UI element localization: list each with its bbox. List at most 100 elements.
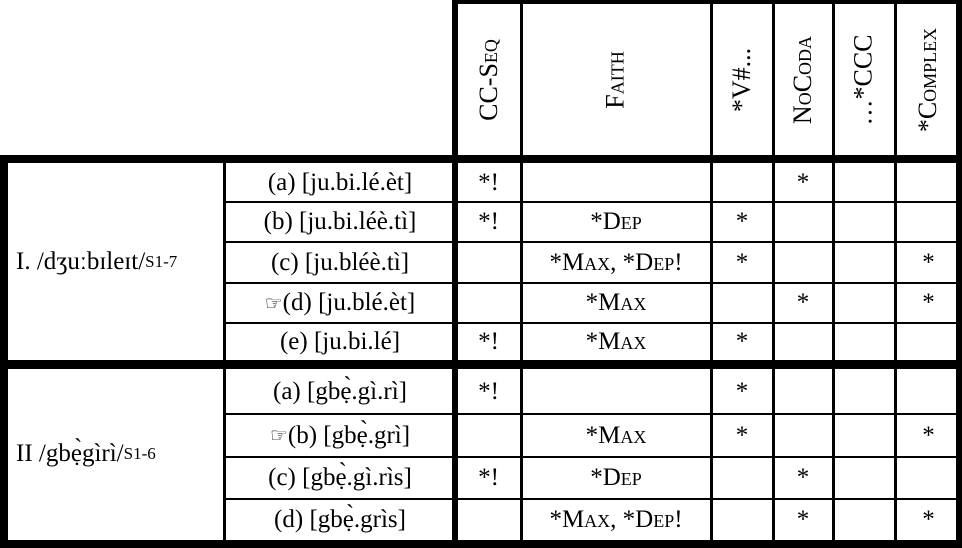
violation-complex: * bbox=[922, 289, 935, 316]
column-divider-1 bbox=[520, 0, 523, 548]
candidate-label: (d) [ju.blé.èt] bbox=[282, 289, 416, 316]
header-label-ccseq: CC-Seq bbox=[473, 39, 503, 121]
border-top bbox=[454, 0, 962, 4]
row-divider-7 bbox=[224, 498, 962, 500]
violation-complex: * bbox=[922, 421, 935, 449]
violation-vhash: * bbox=[735, 248, 749, 276]
candidate-label: (d) [gbẹ̀.grìs] bbox=[274, 505, 406, 533]
violation-ccseq: *! bbox=[478, 377, 499, 405]
candidate-8: (c) [gbẹ̀.gì.rìs] bbox=[224, 457, 456, 499]
pointing-hand-icon: ☞ bbox=[269, 425, 288, 447]
candidate-2: (b) [ju.bi.léè.tì] bbox=[224, 202, 456, 242]
border-bottom bbox=[0, 540, 962, 548]
header-label-ccc: …*CCC bbox=[849, 34, 878, 126]
violation-nocoda bbox=[773, 414, 833, 457]
violation-ccseq bbox=[456, 414, 521, 457]
candidate-label: (a) [ju.bi.lé.èt] bbox=[267, 168, 413, 196]
header-nocoda: NoCoda bbox=[773, 4, 833, 156]
violation-ccseq: *! bbox=[478, 208, 499, 235]
violation-ccc bbox=[833, 369, 895, 414]
header-faith: Faith bbox=[521, 4, 711, 156]
violation-vhash bbox=[711, 499, 773, 540]
header-ccc: …*CCC bbox=[833, 4, 895, 156]
violation-vhash bbox=[711, 457, 773, 499]
row-divider-6 bbox=[224, 456, 962, 458]
header-label-vhash: *V#... bbox=[727, 47, 756, 113]
border-under-header bbox=[0, 155, 962, 163]
violation-faith: * Max bbox=[585, 327, 647, 355]
row-divider-3 bbox=[224, 282, 962, 284]
violation-complex: * bbox=[922, 505, 935, 533]
row-divider-2 bbox=[224, 241, 962, 243]
border-between-inputs bbox=[0, 360, 962, 369]
border-left-inputs bbox=[0, 155, 8, 548]
border-input-candidates bbox=[223, 163, 226, 540]
violation-nocoda bbox=[773, 202, 833, 242]
header-label-faith: Faith bbox=[600, 51, 630, 109]
violation-vhash: * bbox=[735, 208, 749, 235]
violation-nocoda bbox=[773, 242, 833, 283]
candidate-7: ☞ (b) [gbẹ̀.grì] bbox=[224, 414, 456, 457]
input-label-1: I. /dʒuːbɪleɪt/S1-7 bbox=[8, 163, 224, 360]
violation-ccseq bbox=[456, 242, 521, 283]
column-divider-2 bbox=[710, 0, 713, 548]
violation-nocoda bbox=[773, 369, 833, 414]
violation-nocoda: * bbox=[796, 289, 810, 316]
input-form-2: II /gbẹ̀gìrì/ bbox=[16, 440, 124, 467]
candidate-6: (a) [gbẹ̀.gì.rì] bbox=[224, 369, 456, 414]
column-divider-4 bbox=[832, 0, 835, 548]
candidate-label: (c) [ju.bléè.tì] bbox=[270, 248, 410, 276]
candidate-5: (e) [ju.bi.lé] bbox=[224, 323, 456, 360]
violation-complex bbox=[895, 202, 962, 242]
input-source-1: S1-7 bbox=[145, 251, 178, 271]
violation-nocoda: * bbox=[796, 464, 810, 491]
candidate-label: (b) [gbẹ̀.grì] bbox=[287, 421, 411, 449]
violation-ccseq: *! bbox=[478, 168, 499, 196]
violation-ccc bbox=[833, 163, 895, 202]
row-divider-5 bbox=[224, 413, 962, 415]
violation-faith: * Max bbox=[585, 421, 647, 449]
violation-ccseq: *! bbox=[478, 464, 499, 491]
input-source-2: S1-6 bbox=[123, 444, 156, 463]
violation-nocoda bbox=[773, 323, 833, 360]
border-left-constraints bbox=[452, 0, 458, 548]
candidate-label: (b) [ju.bi.léè.tì] bbox=[263, 208, 417, 235]
violation-ccc bbox=[833, 202, 895, 242]
row-divider-1 bbox=[224, 201, 962, 203]
violation-complex bbox=[895, 457, 962, 499]
violation-complex: * bbox=[922, 248, 935, 276]
input-form-1: I. /dʒuːbɪleɪt/ bbox=[16, 247, 146, 275]
violation-complex bbox=[895, 369, 962, 414]
violation-faith bbox=[521, 163, 711, 202]
violation-faith: * Max, * Dep! bbox=[549, 248, 683, 276]
violation-nocoda: * bbox=[796, 168, 810, 196]
violation-ccseq: *! bbox=[478, 327, 499, 355]
violation-faith: * Max, * Dep! bbox=[549, 505, 683, 533]
header-vhash: *V#... bbox=[711, 4, 773, 156]
input-label-2: II /gbẹ̀gìrì/S1-6 bbox=[8, 369, 224, 539]
violation-faith: * Dep bbox=[590, 464, 642, 491]
violation-vhash: * bbox=[735, 421, 749, 449]
candidate-1: (a) [ju.bi.lé.èt] bbox=[224, 163, 456, 202]
violation-vhash: * bbox=[735, 377, 749, 405]
candidate-9: (d) [gbẹ̀.grìs] bbox=[224, 499, 456, 540]
violation-faith bbox=[521, 369, 711, 414]
row-divider-4 bbox=[224, 322, 962, 324]
header-ccseq: CC-Seq bbox=[456, 4, 521, 156]
violation-vhash bbox=[711, 283, 773, 323]
column-divider-5 bbox=[894, 0, 897, 548]
violation-ccc bbox=[833, 242, 895, 283]
candidate-4: ☞ (d) [ju.blé.èt] bbox=[224, 283, 456, 323]
violation-faith: * Dep bbox=[590, 208, 642, 235]
violation-ccc bbox=[833, 323, 895, 360]
violation-ccc bbox=[833, 414, 895, 457]
column-divider-3 bbox=[772, 0, 775, 548]
violation-nocoda: * bbox=[796, 505, 810, 533]
border-right bbox=[956, 0, 962, 548]
violation-faith: * Max bbox=[585, 289, 647, 316]
violation-ccc bbox=[833, 457, 895, 499]
candidate-label: (a) [gbẹ̀.gì.rì] bbox=[273, 377, 407, 405]
candidate-label: (e) [ju.bi.lé] bbox=[279, 327, 401, 355]
violation-complex bbox=[895, 163, 962, 202]
